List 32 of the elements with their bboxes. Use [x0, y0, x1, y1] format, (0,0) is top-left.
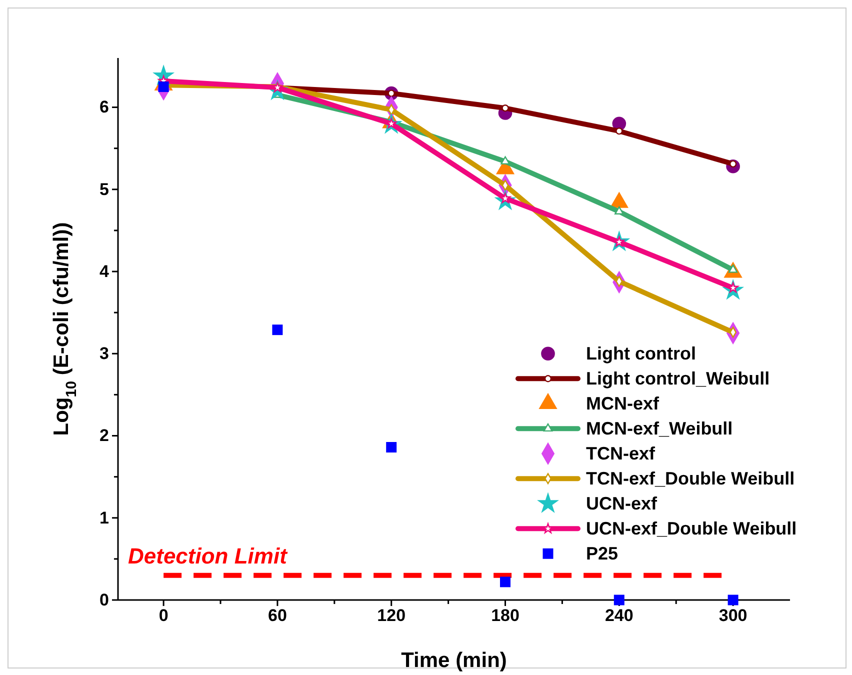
point — [502, 104, 509, 112]
x-tick-label: 0 — [158, 606, 168, 626]
y-tick-label: 1 — [100, 508, 109, 528]
point — [500, 576, 510, 588]
x-tick-label: 300 — [718, 606, 748, 626]
y-tick-label: 0 — [100, 590, 109, 610]
legend-label: P25 — [586, 544, 618, 564]
legend-label: Light control — [586, 344, 696, 364]
y-tick-label: 2 — [100, 426, 109, 446]
y-tick-label: 5 — [100, 180, 109, 199]
x-tick-label: 120 — [377, 606, 406, 626]
legend-label: Light control_Weibull — [586, 368, 770, 389]
x-tick-label: 60 — [268, 606, 287, 626]
point — [272, 324, 283, 336]
x-tick-label: 240 — [604, 606, 634, 626]
y-tick-label: 6 — [100, 98, 109, 117]
y-tick-label: 3 — [100, 344, 109, 364]
legend-label: UCN-exf — [586, 494, 658, 514]
point — [614, 594, 624, 606]
point — [616, 128, 623, 135]
legend-label: TCN-exf — [586, 444, 656, 464]
legend-label: UCN-exf_Double Weibull — [586, 518, 797, 539]
x-tick-label: 180 — [491, 606, 520, 626]
legend-label: MCN-exf — [586, 394, 660, 414]
point — [158, 82, 169, 92]
legend-label: MCN-exf_Weibull — [586, 418, 733, 439]
ref-line-label: Detection Limit — [128, 543, 289, 568]
legend-label: TCN-exf_Double Weibull — [586, 468, 795, 489]
x-axis-title: Time (min) — [401, 649, 507, 672]
point — [728, 594, 738, 606]
point — [386, 442, 397, 452]
y-tick-label: 4 — [100, 262, 110, 281]
